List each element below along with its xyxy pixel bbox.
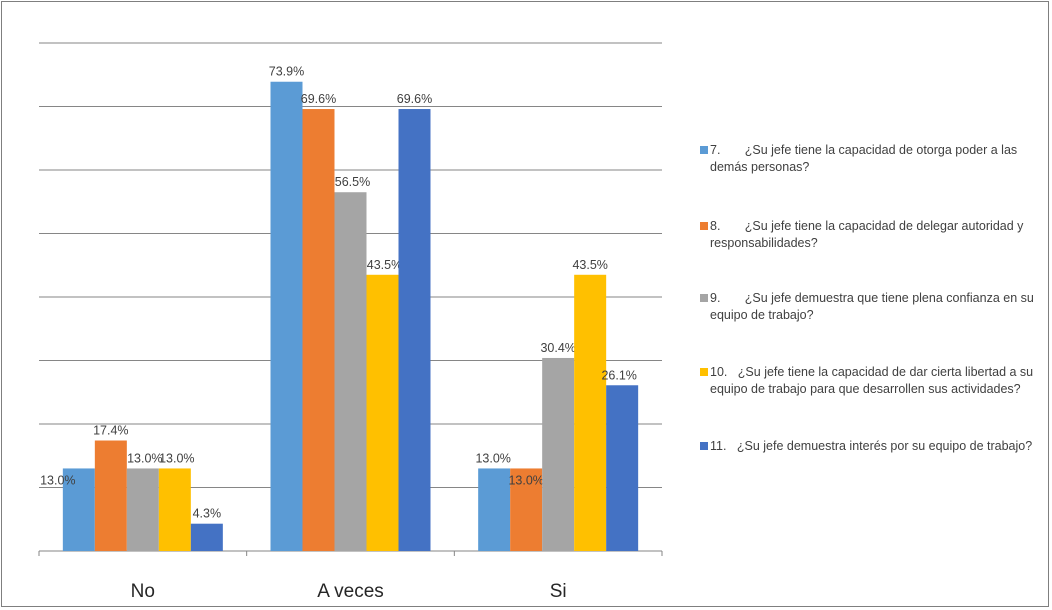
bar xyxy=(126,468,159,551)
x-tick-label: No xyxy=(131,581,155,602)
data-label: 17.4% xyxy=(93,424,128,438)
legend-swatch-11 xyxy=(700,442,708,450)
legend-item-7: 7. ¿Su jefe tiene la capacidad de otorga… xyxy=(700,142,1050,176)
data-label: 30.4% xyxy=(540,341,575,355)
legend-label-10: 10. ¿Su jefe tiene la capacidad de dar c… xyxy=(710,365,1037,396)
data-label: 13.0% xyxy=(159,451,194,465)
bar xyxy=(574,274,607,551)
data-label: 73.9% xyxy=(269,65,304,79)
bar xyxy=(158,468,191,551)
bar xyxy=(270,81,303,552)
data-label: 69.6% xyxy=(397,92,432,106)
bar xyxy=(190,523,223,551)
data-label: 4.3% xyxy=(193,507,222,521)
legend-item-8: 8. ¿Su jefe tiene la capacidad de delega… xyxy=(700,218,1050,252)
bar xyxy=(94,440,127,551)
data-label: 13.0% xyxy=(508,473,543,487)
x-tick-label: Si xyxy=(550,581,567,602)
data-label: 13.0% xyxy=(475,451,510,465)
data-label: 43.5% xyxy=(572,258,607,272)
data-label: 13.0% xyxy=(127,451,162,465)
bar xyxy=(606,385,639,551)
bar xyxy=(510,468,543,551)
bar xyxy=(366,274,399,551)
x-tick-label: A veces xyxy=(317,581,384,602)
data-label: 56.5% xyxy=(335,175,370,189)
legend-item-10: 10. ¿Su jefe tiene la capacidad de dar c… xyxy=(700,364,1050,398)
data-label: 13.0% xyxy=(40,473,75,487)
data-label: 69.6% xyxy=(301,92,336,106)
bar xyxy=(334,192,367,551)
bar xyxy=(478,468,511,551)
legend-swatch-7 xyxy=(700,146,708,154)
legend-label-11: 11. ¿Su jefe demuestra interés por su eq… xyxy=(710,439,1033,453)
bar xyxy=(542,357,575,551)
legend-item-9: 9. ¿Su jefe demuestra que tiene plena co… xyxy=(700,290,1050,324)
bar xyxy=(398,109,431,551)
legend-swatch-10 xyxy=(700,368,708,376)
legend-label-9: 9. ¿Su jefe demuestra que tiene plena co… xyxy=(710,291,1038,322)
legend-item-11: 11. ¿Su jefe demuestra interés por su eq… xyxy=(700,438,1050,455)
bar xyxy=(302,109,335,551)
legend-swatch-9 xyxy=(700,294,708,302)
bar xyxy=(62,468,95,551)
data-label: 26.1% xyxy=(601,368,636,382)
legend-swatch-8 xyxy=(700,222,708,230)
legend-label-8: 8. ¿Su jefe tiene la capacidad de delega… xyxy=(710,219,1027,250)
data-label: 43.5% xyxy=(367,258,402,272)
legend-label-7: 7. ¿Su jefe tiene la capacidad de otorga… xyxy=(710,143,1021,174)
